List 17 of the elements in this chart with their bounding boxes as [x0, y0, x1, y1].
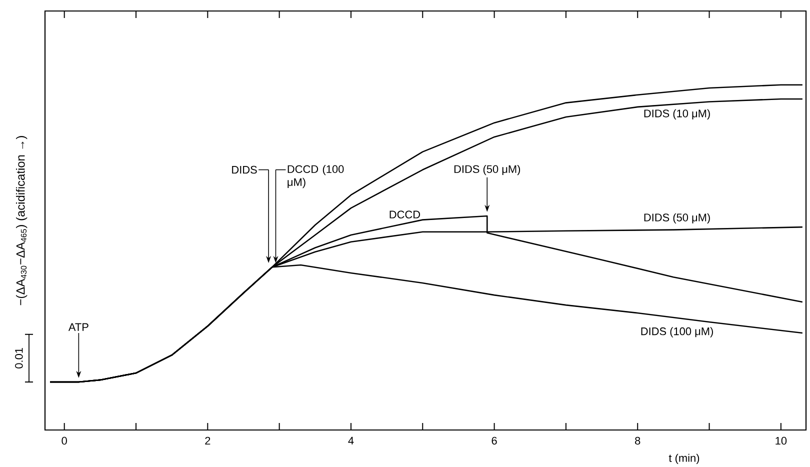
- text: 0.01: [15, 348, 23, 368]
- x-tick-label: 6: [492, 436, 497, 445]
- y-axis-title: −(ΔA$_{430}$−ΔA$_{465}$) (acidification →): [16, 136, 28, 306]
- series-label: DIDS (50 μM): [644, 213, 710, 224]
- x-tick-label: 8: [635, 436, 640, 445]
- x-tick-label: 0: [62, 436, 67, 445]
- annotation: ATP: [68, 323, 88, 331]
- annotation: DIDS: [232, 166, 257, 174]
- x-tick-label: 2: [205, 436, 210, 445]
- annotation: DIDS (50 μM): [454, 164, 520, 176]
- series-label: DCCD: [390, 210, 420, 218]
- x-tick-label: 10: [776, 436, 787, 445]
- x-tick-label: 4: [348, 436, 354, 444]
- series-label: DIDS (10 μM): [644, 109, 710, 120]
- annotation: DCCD (100 μM): [288, 164, 344, 188]
- series-label: DIDS (100 μM): [641, 327, 713, 338]
- x-axis-title: t (min): [668, 454, 700, 464]
